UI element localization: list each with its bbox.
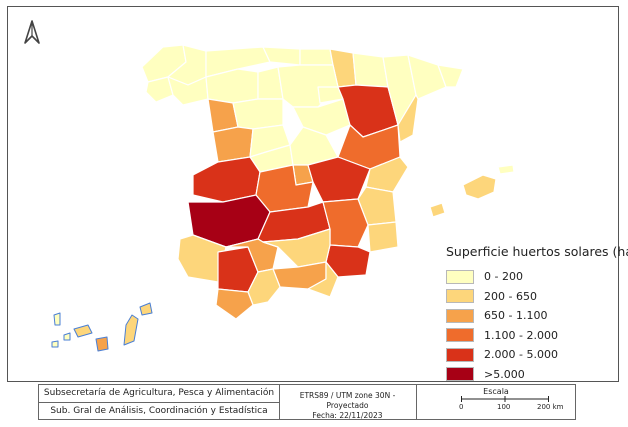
- island-fuerteventura: [123, 314, 139, 346]
- map-legend: Superficie huertos solares (ha) 0 - 200 …: [446, 244, 628, 385]
- legend-item: 2.000 - 5.000: [446, 345, 616, 365]
- legend-label: 0 - 200: [484, 270, 523, 284]
- legend-swatch: [446, 289, 474, 304]
- island-hierro: [51, 340, 59, 348]
- org-line-2: Sub. Gral de Análisis, Coordinación y Es…: [50, 406, 268, 416]
- map-footer: Subsecretaría de Agricultura, Pesca y Al…: [38, 384, 576, 420]
- island-mallorca: [462, 174, 497, 200]
- island-la-palma: [53, 312, 61, 326]
- legend-label: 650 - 1.100: [484, 309, 548, 323]
- map-frame: Superficie huertos solares (ha) 0 - 200 …: [7, 6, 628, 385]
- scale-block: Escala 0 100 200 km: [417, 385, 575, 419]
- province-tarragona: [397, 94, 419, 143]
- legend-title: Superficie huertos solares (ha): [446, 244, 628, 259]
- legend-swatch: [446, 308, 474, 323]
- organization-block: Subsecretaría de Agricultura, Pesca y Al…: [39, 385, 280, 419]
- province-pontevedra: [145, 76, 174, 103]
- legend-item: 200 - 650: [446, 287, 616, 307]
- province-barcelona: [407, 54, 447, 100]
- island-lanzarote: [139, 302, 153, 316]
- legend-swatch: [446, 328, 474, 343]
- legend-label: 200 - 650: [484, 289, 537, 303]
- legend-item: 0 - 200: [446, 267, 616, 287]
- island-menorca: [497, 164, 515, 175]
- projection-block: ETRS89 / UTM zone 30N - Proyectado Fecha…: [279, 385, 417, 420]
- spain-choropleth-map: [51, 44, 515, 352]
- legend-label: 1.100 - 2.000: [484, 328, 558, 342]
- island-tenerife: [73, 324, 93, 338]
- scale-tick-label: 0: [459, 403, 464, 411]
- legend-item: 1.100 - 2.000: [446, 326, 616, 346]
- legend-swatch: [446, 367, 474, 382]
- province-cadiz: [215, 288, 254, 320]
- province-basque: [299, 48, 334, 66]
- province-almeria: [307, 261, 339, 298]
- date-text: Fecha: 22/11/2023: [312, 411, 383, 420]
- province-castellon: [365, 156, 409, 193]
- island-gomera: [63, 332, 71, 341]
- legend-swatch: [446, 347, 474, 362]
- scale-tick-label: 100: [497, 403, 511, 411]
- province-cordoba: [225, 238, 279, 273]
- province-caceres: [192, 156, 261, 203]
- legend-label: >5.000: [484, 367, 525, 381]
- north-arrow-icon: [24, 20, 40, 44]
- legend-swatch: [446, 269, 474, 284]
- province-salamanca: [212, 126, 254, 163]
- legend-label: 2.000 - 5.000: [484, 348, 558, 362]
- province-asturias: [205, 46, 271, 78]
- province-valladolid: [232, 98, 284, 130]
- province-girona: [437, 64, 464, 88]
- scale-bar: [461, 396, 549, 402]
- projection-text: ETRS89 / UTM zone 30N - Proyectado: [299, 391, 396, 410]
- province-alicante: [367, 221, 399, 253]
- island-ibiza: [429, 202, 446, 218]
- legend-item: 650 - 1.100: [446, 306, 616, 326]
- island-gran-canaria: [95, 336, 109, 352]
- scale-tick-label: 200 km: [537, 403, 564, 411]
- org-line-1: Subsecretaría de Agricultura, Pesca y Al…: [39, 385, 279, 403]
- province-jaen: [262, 228, 331, 268]
- scale-title: Escala: [483, 387, 509, 396]
- legend-item: >5.000: [446, 365, 616, 385]
